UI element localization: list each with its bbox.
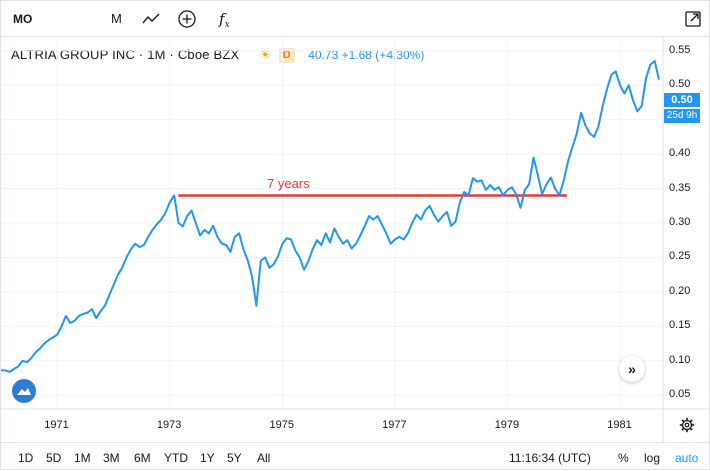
price-tick-label: 0.40 [669,147,691,160]
annotation-label: 7 years [267,176,310,191]
range-button-5d[interactable]: 5D [46,451,62,465]
log-toggle[interactable]: log [644,451,661,465]
range-button-6m[interactable]: 6M [134,451,151,465]
interval-button[interactable]: M [111,11,122,26]
price-tick-label: 0.55 [669,43,691,56]
time-tick-label: 1971 [44,419,69,431]
line-chart-icon[interactable] [141,9,161,29]
range-button-1d[interactable]: 1D [18,451,34,465]
price-tick-label: 0.05 [669,388,691,401]
chart-grid [1,37,663,409]
time-tick-label: 1973 [156,419,182,431]
add-compare-icon[interactable] [177,9,197,29]
percent-toggle[interactable]: % [618,451,629,465]
symbol-search-button[interactable]: MO [13,12,33,26]
indicators-label: f [219,10,225,28]
time-tick-label: 1977 [382,419,407,431]
price-line [1,60,660,373]
gear-icon[interactable] [679,417,695,433]
market-status-icon: ☀ [259,47,271,62]
auto-toggle[interactable]: auto [675,451,699,465]
scroll-to-realtime-button[interactable]: » [619,356,645,382]
range-button-3m[interactable]: 3M [103,451,120,465]
price-tick-label: 0.25 [669,250,691,263]
indicators-icon[interactable]: fx [219,10,230,30]
range-button-1y[interactable]: 1Y [200,451,215,465]
logo-mountain-icon [17,388,31,395]
range-button-1m[interactable]: 1M [74,451,91,465]
price-tick-label: 0.50 [669,78,691,91]
range-button-ytd[interactable]: YTD [164,451,188,465]
fullscreen-icon[interactable] [683,9,703,29]
price-tick-label: 0.15 [669,319,691,332]
price-tick-label: 0.20 [669,284,691,297]
price-tick-label: 0.30 [669,216,691,228]
range-button-all[interactable]: All [257,451,271,465]
clock[interactable]: 11:16:34 (UTC) [509,451,591,465]
price-tick-label: 0.10 [669,353,691,366]
top-toolbar: MO M fx [1,1,710,37]
bar-countdown: 25d 9h [664,109,700,123]
time-tick-label: 1975 [269,419,294,431]
current-price-badge: 0.50 [664,93,700,107]
tradingview-logo-icon[interactable] [12,379,36,403]
price-tick-label: 0.35 [669,181,691,194]
bottom-toolbar: 1D 5D 1M 3M 6M YTD 1Y 5Y All 11:16:34 (UTC) % lo… [1,442,710,471]
axis-lines [1,37,710,442]
time-tick-label: 1979 [494,419,520,431]
time-tick-label: 1981 [607,419,632,431]
range-button-5y[interactable]: 5Y [227,451,242,465]
price-series [1,60,660,373]
